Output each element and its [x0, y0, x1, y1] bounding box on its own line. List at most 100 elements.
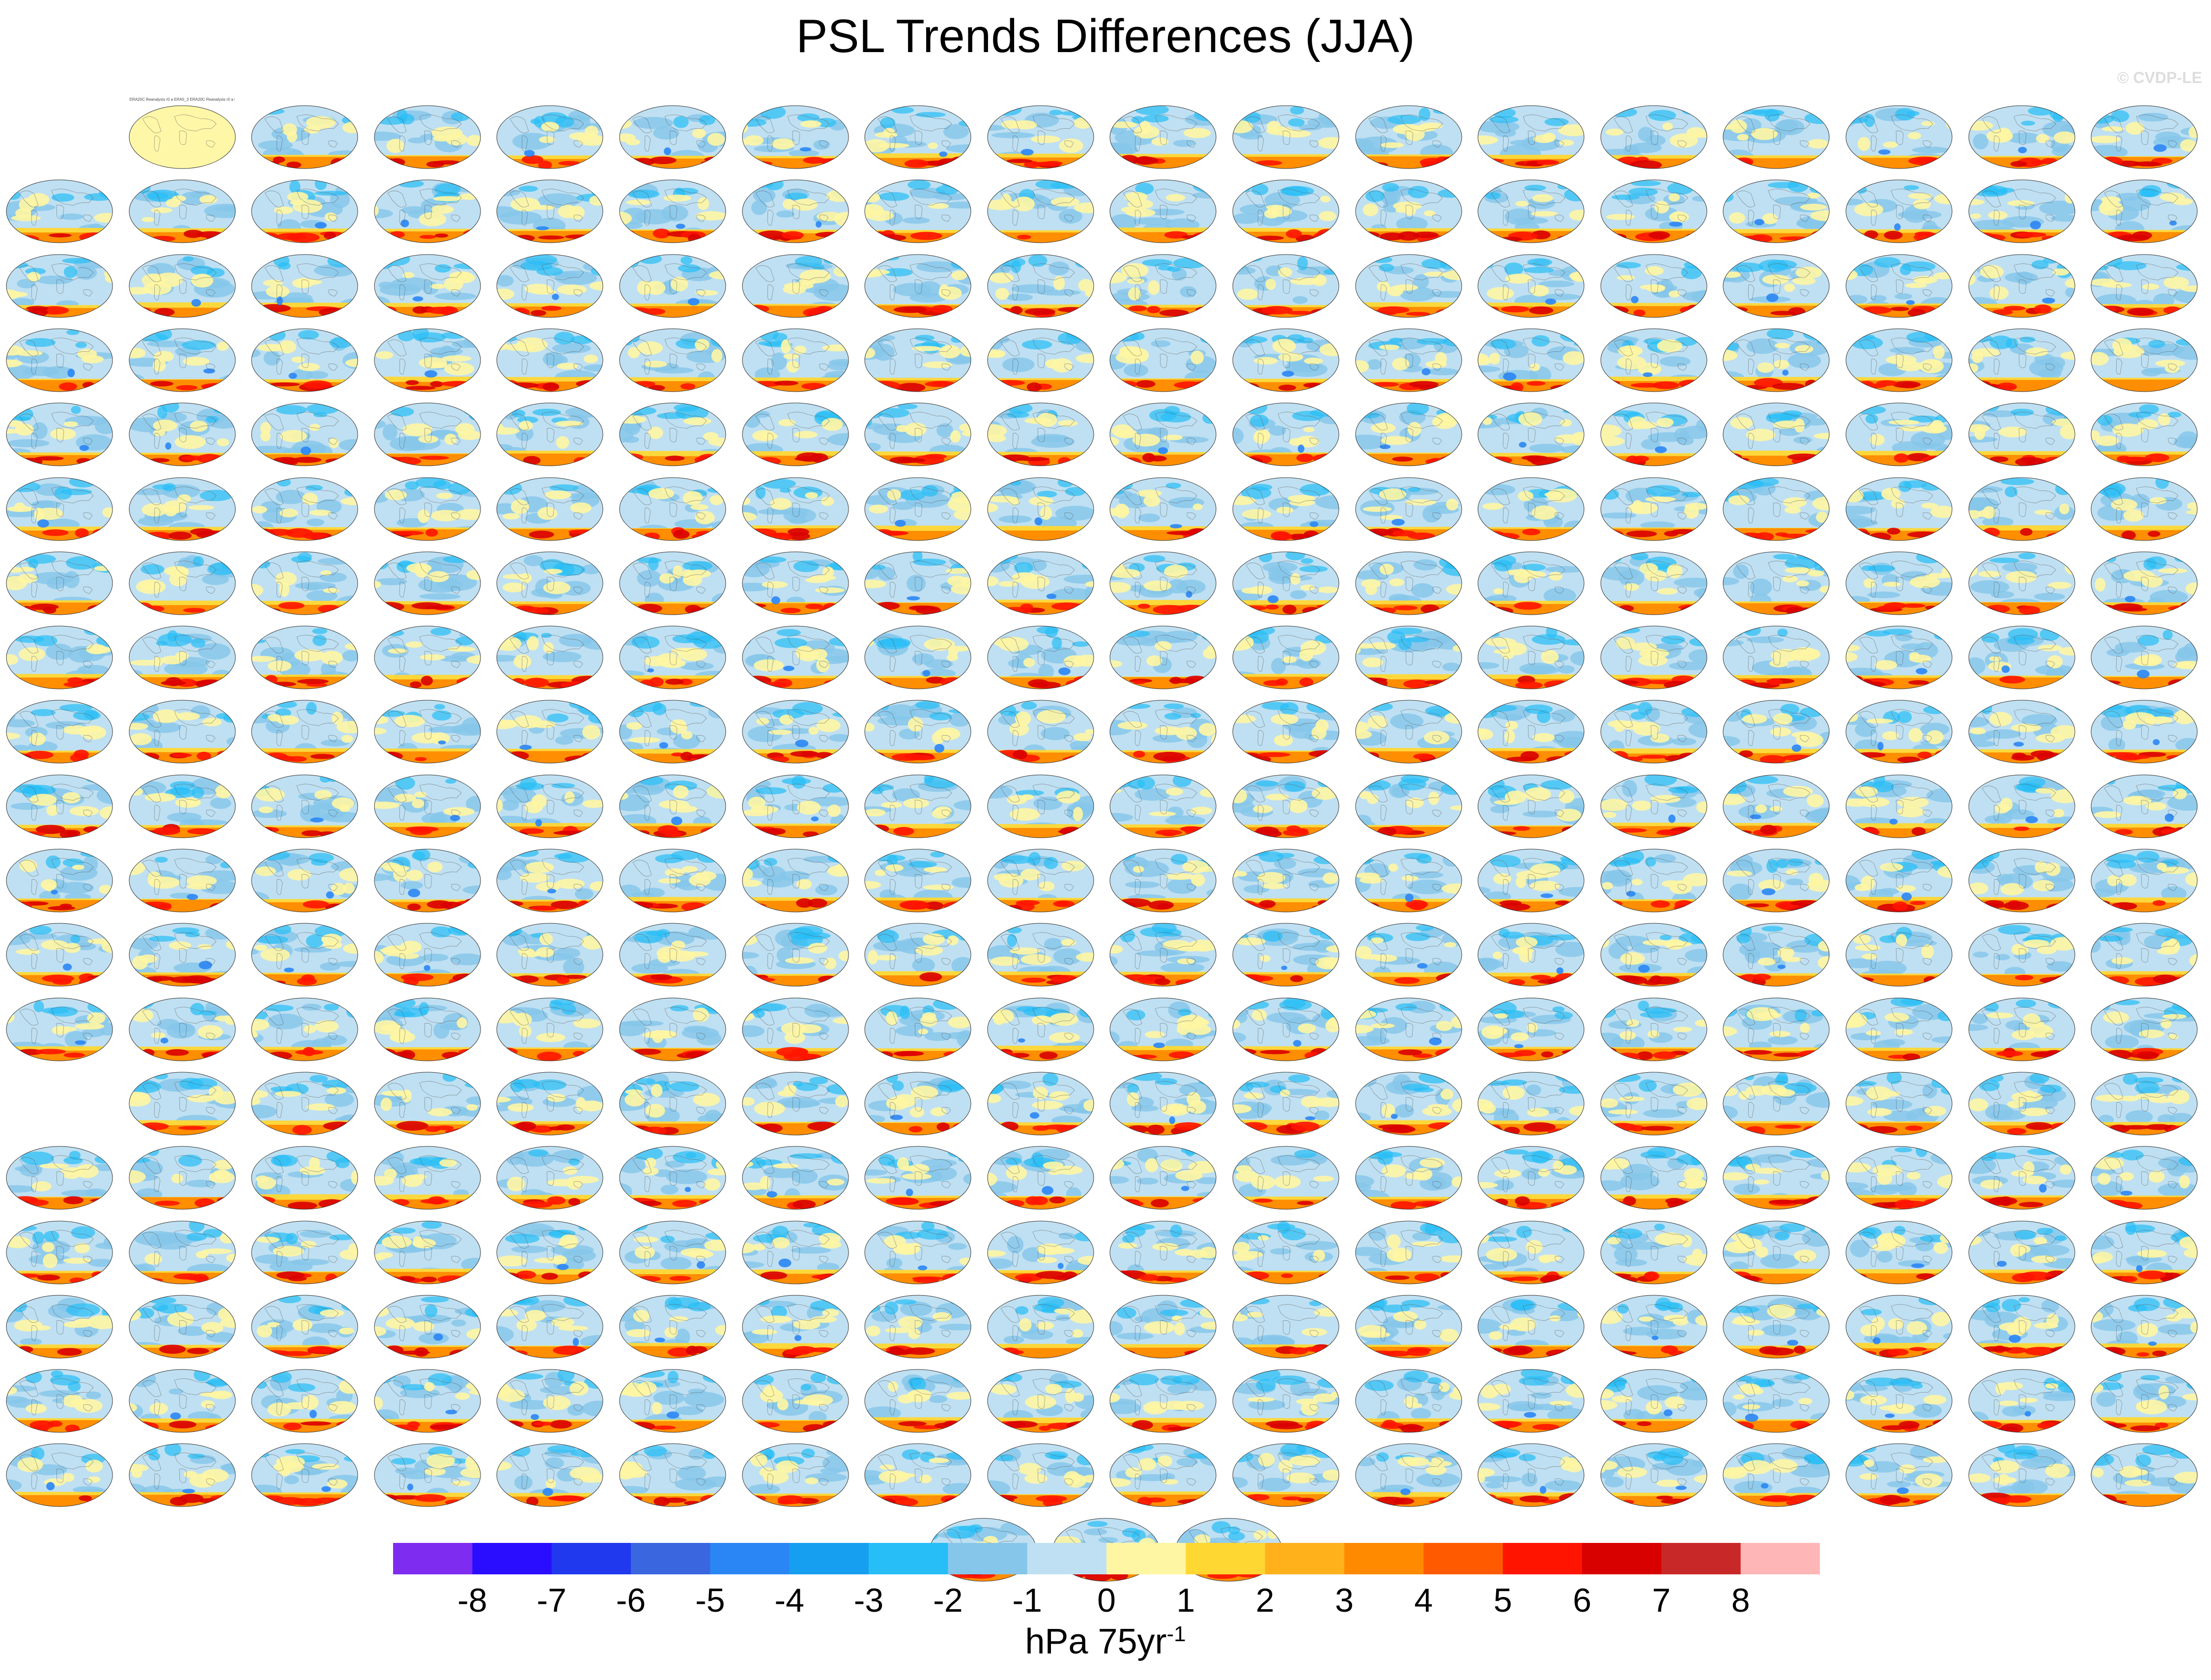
- panel-caption: [7, 1138, 112, 1143]
- robinson-map: [619, 849, 726, 912]
- colorbar-tick-label: -2: [933, 1582, 963, 1619]
- map-panel: [250, 171, 359, 244]
- robinson-map: [251, 923, 358, 987]
- map-panel: [863, 1361, 972, 1434]
- panel-caption: [252, 1435, 357, 1440]
- panel-caption: [1356, 171, 1461, 176]
- colorbar-swatch: [1027, 1543, 1107, 1574]
- robinson-map: [251, 1443, 358, 1507]
- robinson-map: [1600, 477, 1707, 541]
- map-panel: [863, 692, 972, 765]
- panel-caption: [1478, 246, 1584, 251]
- map-panel: [128, 767, 237, 839]
- panel-caption: [375, 171, 480, 176]
- robinson-map: [6, 849, 113, 912]
- panel-caption: [497, 395, 602, 399]
- map-panel: [1231, 618, 1340, 690]
- map-panel: [495, 618, 604, 690]
- robinson-map: [496, 1369, 603, 1433]
- panel-caption: [375, 618, 480, 623]
- panel-caption: [497, 1138, 602, 1143]
- panel-caption: [497, 246, 602, 251]
- robinson-map: [129, 1221, 236, 1284]
- map-panel: [741, 767, 850, 839]
- map-panel: [1108, 1064, 1218, 1137]
- robinson-map: [1109, 402, 1217, 466]
- map-panel: [863, 469, 972, 542]
- map-panel: [741, 543, 850, 616]
- map-panel: [1967, 618, 2076, 690]
- panel-caption: [1969, 1213, 2074, 1218]
- panel-caption: [988, 618, 1093, 623]
- map-panel: [128, 246, 237, 319]
- map-panel: [1108, 767, 1218, 839]
- map-panel: [741, 171, 850, 244]
- robinson-map: [864, 477, 971, 541]
- map-panel: [1108, 841, 1218, 913]
- map-panel: [1231, 1435, 1340, 1508]
- map-panel: [741, 1213, 850, 1285]
- colorbar-swatch: [1106, 1543, 1186, 1574]
- map-panel: [495, 841, 604, 913]
- map-panel: [986, 990, 1095, 1062]
- robinson-map: [864, 626, 971, 689]
- panel-caption: [1846, 692, 1952, 697]
- robinson-map: [1968, 1146, 2075, 1210]
- robinson-map: [1723, 477, 1830, 541]
- panel-caption: [1969, 767, 2074, 771]
- map-panel: [1476, 692, 1586, 765]
- map-panel: [495, 320, 604, 393]
- robinson-map: [742, 1443, 849, 1507]
- panel-caption: [1969, 320, 2074, 325]
- map-panel: [1967, 469, 2076, 542]
- robinson-map: [6, 254, 113, 318]
- panel-caption: [497, 1435, 602, 1440]
- panel-caption: [865, 767, 970, 771]
- map-panel: [986, 320, 1095, 393]
- map-panel: [5, 1435, 114, 1508]
- map-panel: [1844, 1361, 1954, 1434]
- robinson-map: [1723, 1146, 1830, 1210]
- panel-caption: [1110, 469, 1216, 474]
- map-panel: [128, 1138, 237, 1211]
- robinson-map: [1845, 997, 1953, 1061]
- map-panel: [618, 915, 727, 988]
- robinson-map: [374, 849, 481, 912]
- colorbar-tick-label: 5: [1493, 1582, 1512, 1619]
- map-panel: [495, 1138, 604, 1211]
- robinson-map: [1723, 254, 1830, 318]
- robinson-map: [742, 254, 849, 318]
- robinson-map: [619, 551, 726, 615]
- panel-caption: [1601, 1435, 1706, 1440]
- map-panel: [1231, 469, 1340, 542]
- robinson-map: [1232, 997, 1339, 1061]
- panel-caption: [7, 1287, 112, 1292]
- panel-caption: [1601, 990, 1706, 995]
- panel-caption: [620, 1064, 725, 1069]
- map-panel: [1476, 1138, 1586, 1211]
- map-panel: [1599, 767, 1708, 839]
- map-panel: [986, 1138, 1095, 1211]
- panel-caption: [743, 171, 848, 176]
- map-panel: [1476, 1361, 1586, 1434]
- robinson-map: [1109, 477, 1217, 541]
- panel-caption: [1110, 990, 1216, 995]
- robinson-map: [742, 105, 849, 169]
- map-panel: [128, 692, 237, 765]
- panel-caption: [1601, 1287, 1706, 1292]
- robinson-map: [496, 997, 603, 1061]
- robinson-map: [987, 1072, 1094, 1136]
- map-panel: [5, 320, 114, 393]
- panel-caption: [1478, 171, 1584, 176]
- robinson-map: [864, 923, 971, 987]
- robinson-map: [2091, 1295, 2198, 1359]
- panel-caption: [1356, 1138, 1461, 1143]
- robinson-map: [1600, 105, 1707, 169]
- colorbar-tick-label: 6: [1573, 1582, 1591, 1619]
- panel-caption: [1969, 97, 2074, 102]
- panel-caption: [1969, 915, 2074, 920]
- panel-caption: [1176, 1510, 1281, 1515]
- panel-caption: [1478, 97, 1584, 102]
- map-panel: [1722, 543, 1831, 616]
- map-panel: [1967, 1435, 2076, 1508]
